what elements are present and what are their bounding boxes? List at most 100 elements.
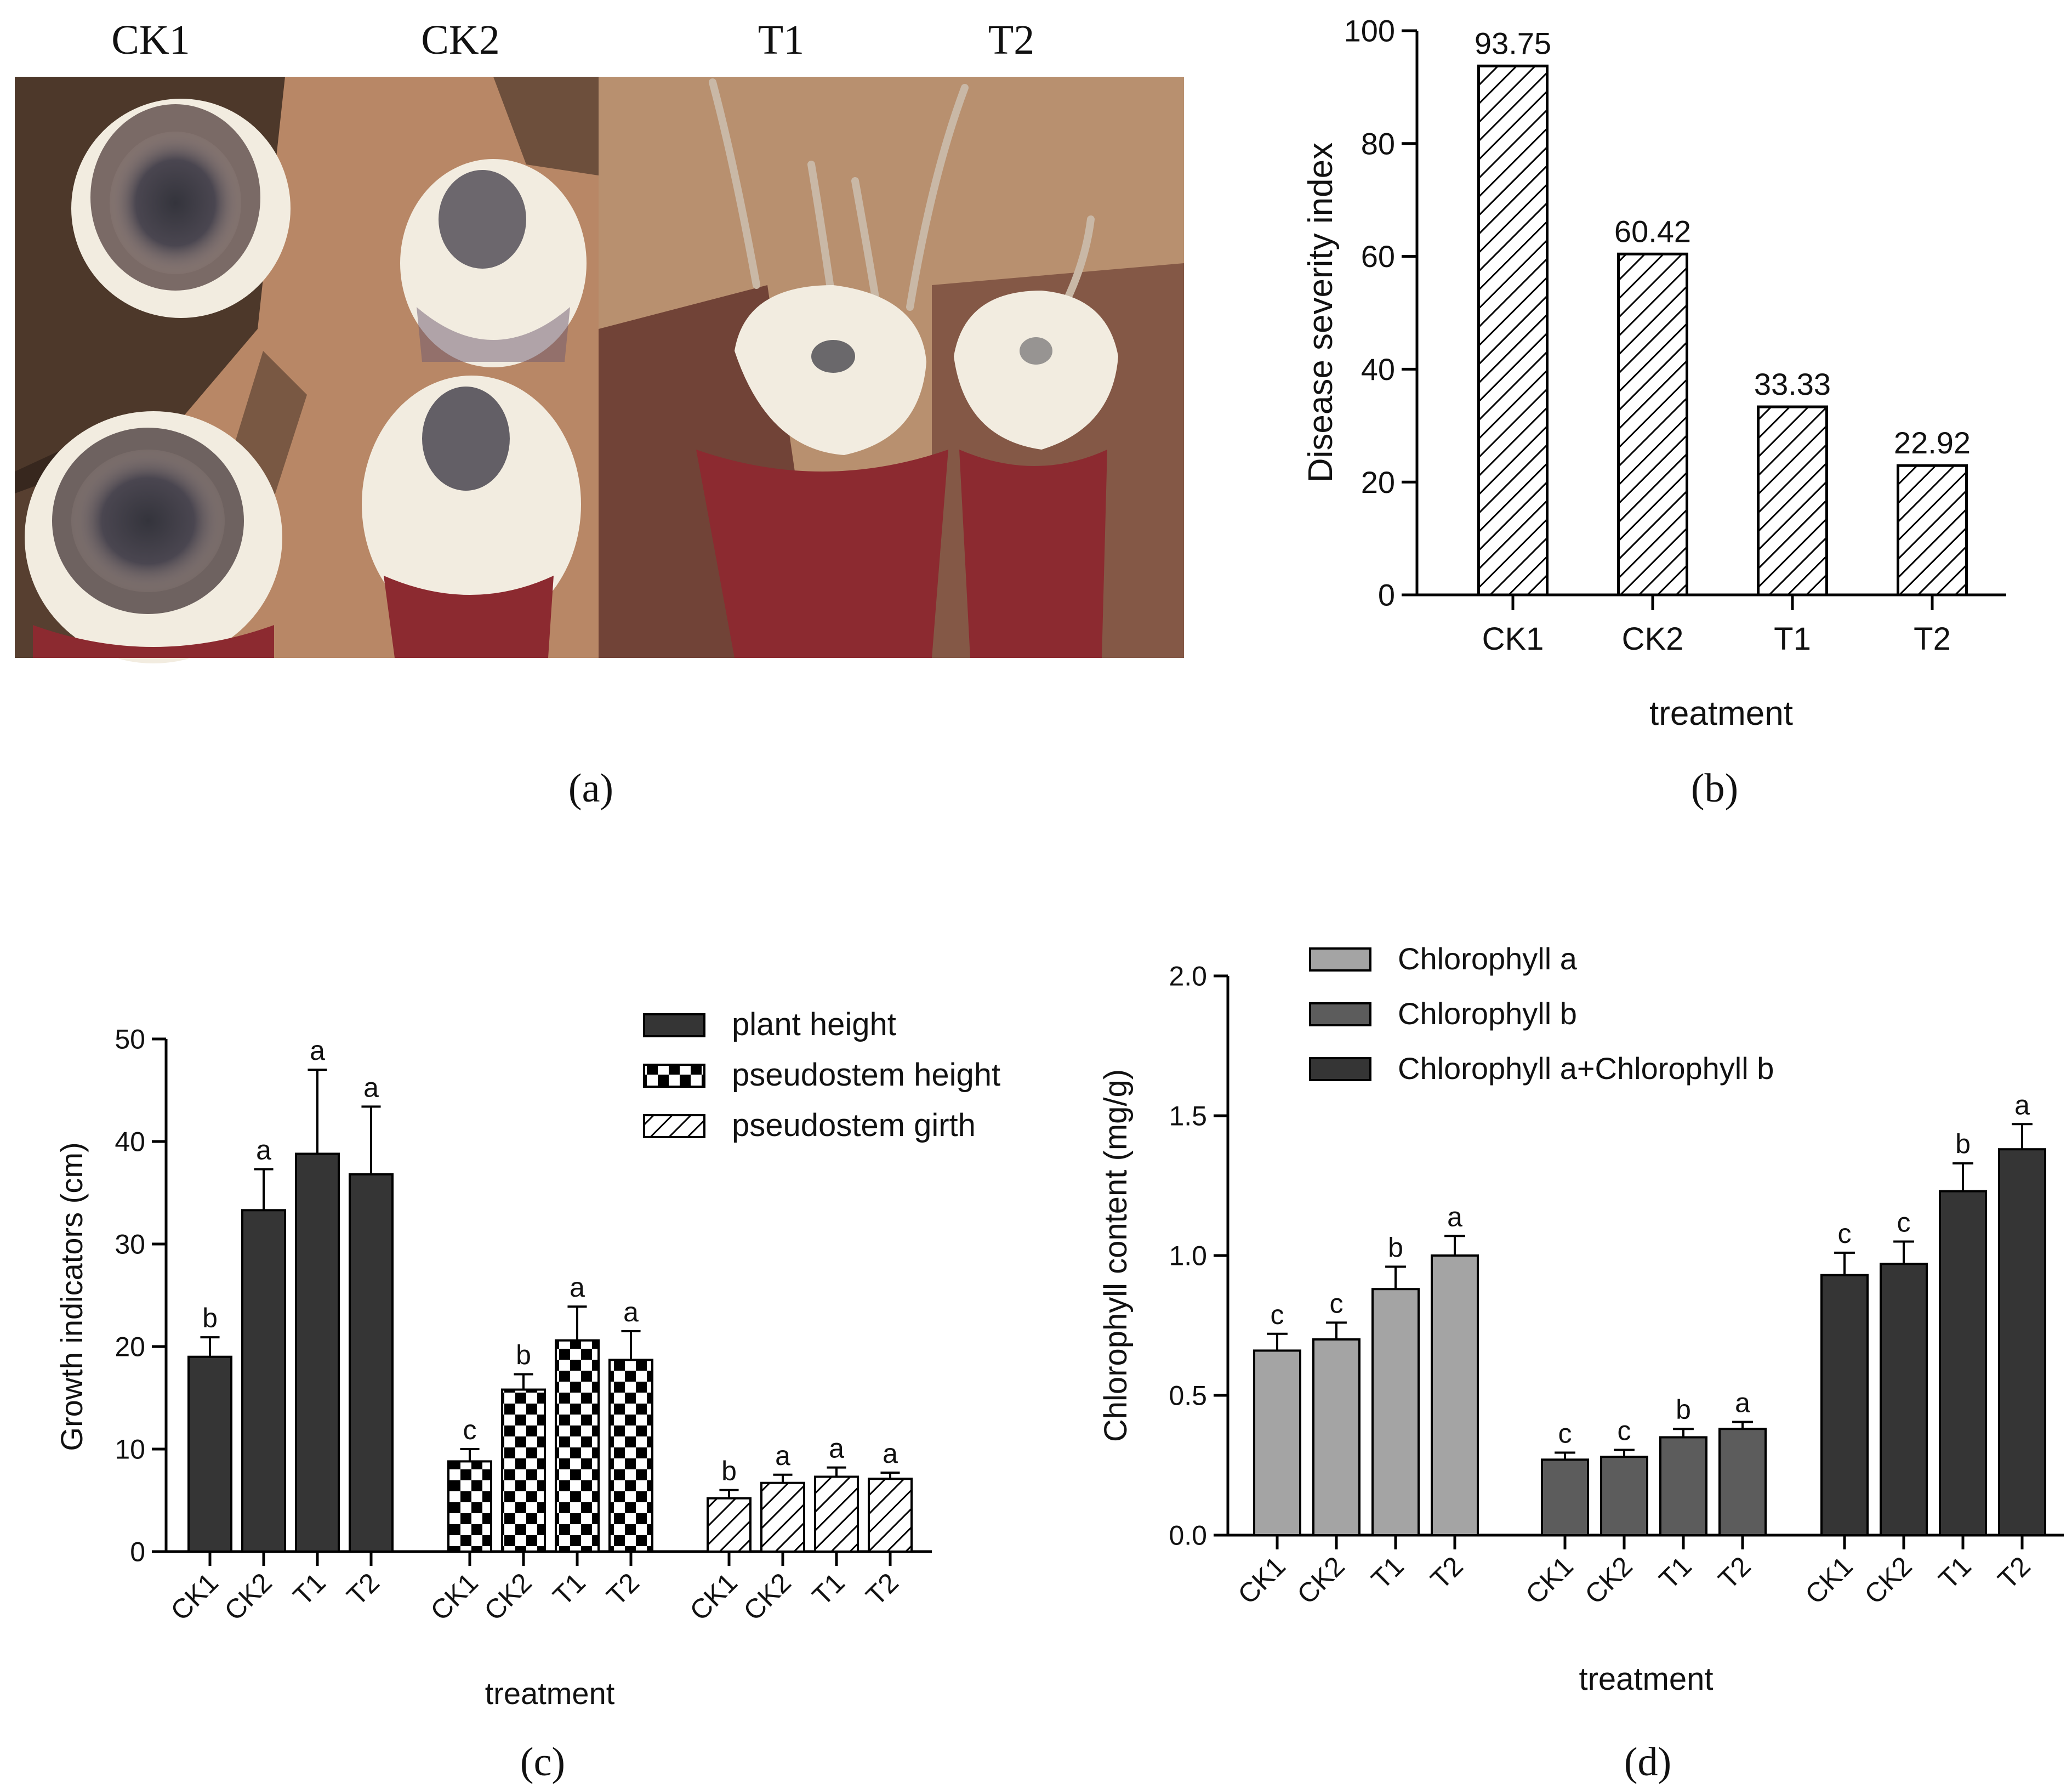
- photo-left: [15, 77, 599, 663]
- y-tick-label: 0.5: [1169, 1381, 1207, 1411]
- y-tick-label: 1.5: [1169, 1101, 1207, 1132]
- x-tick-label: T2: [1712, 1551, 1757, 1595]
- bar-t1: [1939, 1190, 1987, 1536]
- legend-swatch: [643, 1064, 705, 1088]
- significance-letter: a: [775, 1440, 790, 1471]
- x-tick-label: CK1: [684, 1567, 743, 1626]
- legend-swatch: [1309, 1057, 1371, 1081]
- bar-ck1: [1477, 64, 1549, 597]
- significance-letter: a: [363, 1072, 379, 1103]
- panel-a-photo: CK1 CK2 T1 T2 (a): [15, 17, 1184, 811]
- y-tick-label: 1.0: [1169, 1241, 1207, 1271]
- bar-t1: [1757, 405, 1828, 597]
- series-pseudostem-girth: b CK1 a CK2 a T1 a T2: [684, 1433, 913, 1627]
- x-tick-label: T2: [341, 1567, 385, 1611]
- panel-label-d: (d): [1624, 1740, 1671, 1785]
- significance-letter: b: [202, 1303, 218, 1333]
- bar-t1: [555, 1339, 600, 1553]
- bar-ck2: [501, 1388, 546, 1553]
- x-tick-label: CK1: [1232, 1551, 1291, 1610]
- series-chlorophyll-a: c CK1 c CK2 b T1 a T2: [1232, 1201, 1479, 1610]
- x-tick-label: CK2: [1291, 1551, 1350, 1610]
- data-label: 60.42: [1614, 214, 1691, 248]
- significance-letter: b: [1388, 1232, 1403, 1263]
- bar-ck2: [1617, 252, 1688, 597]
- x-tick-label: CK2: [737, 1567, 796, 1626]
- bar-t1: [295, 1152, 340, 1553]
- significance-letter: b: [1955, 1129, 1971, 1160]
- bar-ck2: [1312, 1338, 1361, 1536]
- legend-label: pseudostem height: [732, 1057, 1000, 1093]
- bar-t2: [1897, 464, 1968, 597]
- y-tick-label: 0: [1378, 578, 1395, 612]
- bar-t2: [868, 1478, 913, 1553]
- significance-letter: c: [1618, 1415, 1631, 1446]
- y-tick-label: 20: [1361, 465, 1395, 499]
- chart-b-disease-severity: 0 20 40 60 80 100 93.75 CK1 60.42 CK2 33.33 T1 22.92…: [1302, 14, 2006, 732]
- bar-t2: [1718, 1428, 1767, 1536]
- y-tick-label: 40: [1361, 352, 1395, 387]
- legend-swatch: [1309, 947, 1371, 972]
- photo-label-ck1: CK1: [111, 17, 190, 63]
- significance-letter: a: [883, 1438, 898, 1469]
- x-tick-label: CK2: [218, 1567, 277, 1626]
- y-axis-title: Growth indicators (cm): [54, 1142, 89, 1451]
- x-tick-label: T1: [1365, 1551, 1410, 1595]
- x-tick-label: CK1: [1519, 1551, 1579, 1610]
- x-tick-label: CK1: [1799, 1551, 1858, 1610]
- legend-swatch: [1309, 1002, 1371, 1026]
- legend-swatch: [643, 1114, 705, 1138]
- significance-letter: a: [1735, 1387, 1750, 1418]
- series-pseudostem-height: c CK1 b CK2 a T1 a T2: [424, 1272, 653, 1627]
- significance-letter: b: [721, 1456, 737, 1486]
- x-tick-label: CK2: [1579, 1551, 1638, 1610]
- x-tick-label: T2: [1425, 1551, 1469, 1595]
- corm-ck2-bottom: [362, 376, 581, 658]
- bar-ck1: [1820, 1274, 1869, 1536]
- bar-ck2: [241, 1209, 286, 1553]
- bar-t1: [814, 1475, 859, 1553]
- x-tick-label: T2: [860, 1567, 904, 1611]
- significance-letter: c: [1271, 1299, 1284, 1330]
- bar-ck2: [1880, 1263, 1928, 1537]
- y-tick-label: 60: [1361, 239, 1395, 274]
- x-tick-label: CK2: [1622, 621, 1684, 657]
- series-plant-height: b CK1 a CK2 a T1 a T2: [164, 1035, 394, 1627]
- bar-t1: [1659, 1436, 1707, 1536]
- x-tick-label: CK1: [164, 1567, 224, 1626]
- legend-swatch: [643, 1013, 705, 1037]
- bar-ck1: [187, 1355, 232, 1553]
- data-label: 93.75: [1475, 26, 1551, 60]
- significance-letter: a: [829, 1433, 844, 1464]
- chart-c-growth-indicators: 01020304050bCK1aCK2aT1aT2cCK1bCK2aT1aT2b…: [54, 1007, 1000, 1711]
- y-tick-label: 50: [115, 1024, 145, 1055]
- bar-ck1: [447, 1460, 492, 1553]
- x-tick-label: CK2: [1858, 1551, 1917, 1610]
- legend-label: plant height: [732, 1007, 896, 1042]
- significance-letter: b: [516, 1339, 531, 1370]
- x-tick-label: T1: [1653, 1551, 1698, 1595]
- significance-letter: c: [1838, 1218, 1852, 1249]
- bar-t2: [608, 1359, 653, 1553]
- significance-letter: c: [1897, 1207, 1911, 1238]
- panel-label-a: (a): [568, 766, 613, 811]
- y-tick-label: 100: [1344, 14, 1395, 48]
- data-label: 22.92: [1894, 425, 1971, 460]
- bar-t2: [1998, 1148, 2046, 1536]
- panel-label-b: (b): [1691, 766, 1738, 811]
- bar-ck2: [760, 1481, 805, 1553]
- significance-letter: a: [256, 1134, 271, 1165]
- x-axis-title: treatment: [1579, 1661, 1714, 1697]
- x-tick-label: T2: [1914, 621, 1951, 657]
- photo-label-t1: T1: [758, 17, 804, 63]
- legend-label: Chlorophyll a+Chlorophyll b: [1398, 1051, 1774, 1086]
- x-axis-title: treatment: [1649, 695, 1793, 732]
- significance-letter: a: [570, 1272, 585, 1303]
- bar-t1: [1371, 1288, 1420, 1536]
- legend-label: pseudostem girth: [732, 1108, 976, 1143]
- legend-label: Chlorophyll b: [1398, 996, 1577, 1031]
- significance-letter: b: [1676, 1394, 1691, 1425]
- x-tick-label: T1: [806, 1567, 851, 1611]
- x-axis-title: treatment: [485, 1676, 615, 1711]
